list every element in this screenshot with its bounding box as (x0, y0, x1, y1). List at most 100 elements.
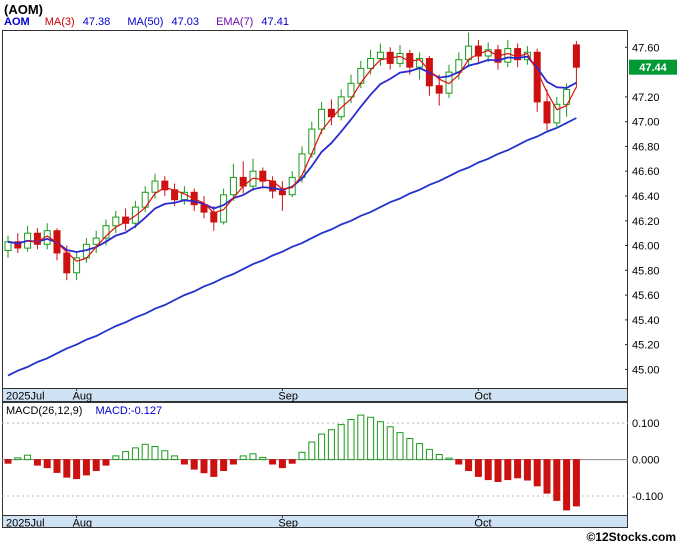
month-label: Aug (73, 391, 93, 403)
macd-bar (455, 459, 463, 465)
chart-title: (AOM) (4, 2, 43, 17)
macd-border (2, 402, 628, 528)
candle-body (543, 101, 551, 124)
price-axis-label: 46.40 (632, 191, 660, 203)
candlestick-chart: 47.60 47.20 47.00 46.80 46.60 46.40 46.20 46.00… (2, 30, 677, 403)
candle-body (337, 96, 345, 118)
ma3-legend-label: MA(3) (44, 16, 75, 28)
macd-bar (386, 426, 394, 461)
macd-header: MACD(26,12,9) MACD:-0.127 (6, 405, 162, 417)
macd-bar (308, 441, 316, 461)
month-label: Oct (474, 391, 491, 403)
symbol-label: AOM (4, 16, 30, 28)
price-axis-label: 47.00 (632, 117, 660, 129)
price-axis-label: 45.80 (632, 265, 660, 277)
macd-bar (357, 414, 365, 461)
macd-bar (494, 459, 502, 482)
macd-label: MACD(26,12,9) (6, 405, 83, 417)
date-axis-band (2, 388, 628, 401)
macd-bar (514, 459, 522, 479)
price-axis-label: 46.20 (632, 216, 660, 228)
ema7-legend-label: EMA(7) (216, 16, 254, 28)
last-price-label: 47.44 (639, 62, 667, 74)
candle-body (327, 108, 335, 118)
candle-body (396, 53, 404, 64)
macd-bar (63, 459, 71, 478)
plot-border (2, 30, 628, 402)
candle-body (367, 58, 375, 69)
macd-axis-label: 0.100 (632, 418, 660, 430)
candle-body (161, 180, 169, 191)
price-axis-label: 45.40 (632, 315, 660, 327)
macd-bar (33, 459, 41, 466)
macd-bar (259, 456, 267, 461)
candle-body (14, 241, 22, 249)
macd-bar (533, 459, 541, 487)
candle-body (151, 180, 159, 193)
macd-bar (435, 454, 443, 461)
macd-axis-label: 0.000 (632, 455, 660, 467)
macd-bar (131, 447, 139, 461)
month-label: Sep (278, 391, 298, 403)
price-axis-label: 45.20 (632, 340, 660, 352)
macd-bar (53, 459, 61, 473)
month-label: Sep (278, 518, 298, 529)
price-axis-label: 47.20 (632, 92, 660, 104)
macd-bars (4, 414, 580, 511)
macd-bar (24, 454, 32, 461)
price-axis-label: 45.00 (632, 364, 660, 376)
candle-body (112, 216, 120, 227)
macd-bar (73, 459, 81, 480)
candle-body (210, 211, 218, 223)
macd-bar (239, 455, 247, 461)
macd-bar (249, 453, 257, 461)
candle-body (63, 252, 71, 274)
macd-bar (563, 459, 571, 511)
candle-body (474, 45, 482, 57)
macd-bar (200, 459, 208, 474)
candle-body (278, 190, 286, 196)
macd-bar (92, 459, 100, 471)
candle-body (347, 82, 355, 98)
macd-bar (425, 448, 433, 461)
last-price-box (629, 59, 677, 75)
macd-bar (141, 443, 149, 461)
macd-bar (416, 443, 424, 461)
candle-body (308, 128, 316, 155)
candle-body (220, 194, 228, 223)
ema7-legend-value: 47.41 (261, 16, 289, 28)
macd-bar (523, 459, 531, 481)
macd-axis-label: -0.100 (632, 491, 663, 503)
macd-bar (572, 459, 580, 507)
ma50-legend-label: MA(50) (127, 16, 164, 28)
ma50-line (7, 117, 577, 377)
candle-body (259, 170, 267, 182)
price-axis-label: 46.60 (632, 166, 660, 178)
macd-bar (180, 459, 188, 465)
candle-body (514, 48, 522, 61)
candle-body (572, 44, 580, 68)
macd-bar (171, 455, 179, 461)
candle-body (435, 85, 443, 94)
macd-bar (396, 432, 404, 461)
price-axis-label: 46.80 (632, 141, 660, 153)
macd-bar (14, 457, 22, 461)
month-label: Oct (474, 518, 491, 529)
macd-bar (337, 424, 345, 461)
candle-body (229, 176, 237, 196)
macd-bar (406, 438, 414, 461)
copyright: ©12Stocks.com (586, 530, 676, 544)
macd-bar (288, 459, 296, 464)
price-axis-label: 47.60 (632, 42, 660, 54)
ma3-line (27, 49, 577, 262)
macd-bar (298, 451, 306, 461)
macd-bar (210, 459, 218, 477)
price-axis-label: 45.60 (632, 290, 660, 302)
macd-bar (278, 459, 286, 469)
macd-bar (112, 455, 120, 461)
month-label: 2025Jul (6, 391, 45, 403)
ma50-legend-value: 47.03 (171, 16, 199, 28)
candle-body (376, 51, 384, 59)
candle-body (102, 225, 110, 239)
